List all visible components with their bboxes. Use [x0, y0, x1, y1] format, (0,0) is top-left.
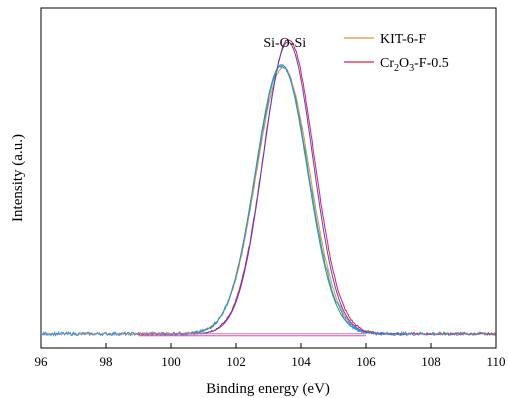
series-line-4-raw — [40, 64, 496, 337]
x-tick-label-100: 100 — [161, 354, 181, 369]
plot-frame — [40, 7, 497, 349]
x-axis-ticks: 96 98 100 102 104 106 108 110 — [35, 343, 506, 369]
x-tick-label-106: 106 — [356, 354, 376, 369]
x-tick-label-98: 98 — [100, 354, 113, 369]
peak-annotation: Si-O-Si — [263, 36, 306, 51]
cr2o3-suffix: -F-0.5 — [414, 56, 449, 71]
y-axis-title: Intensity (a.u.) — [10, 134, 26, 222]
x-tick-label-102: 102 — [226, 354, 246, 369]
cr2o3-mid: O — [399, 56, 409, 71]
legend-label-cr2o3: Cr2O3-F-0.5 — [380, 56, 449, 74]
x-axis-title: Binding energy (eV) — [206, 381, 330, 397]
cr2o3-sub2: 3 — [409, 63, 414, 74]
series-layer — [40, 39, 496, 337]
x-tick-label-108: 108 — [421, 354, 441, 369]
cr2o3-base: Cr — [380, 56, 394, 71]
cr2o3-sub1: 2 — [394, 63, 399, 74]
x-tick-label-96: 96 — [35, 354, 49, 369]
series-line-3-fit — [154, 41, 399, 335]
legend: KIT-6-F Cr2O3-F-0.5 — [344, 32, 449, 74]
x-tick-label-104: 104 — [291, 354, 311, 369]
legend-label-kit6f: KIT-6-F — [380, 32, 426, 47]
x-tick-label-110: 110 — [486, 354, 505, 369]
series-line-0-raw — [40, 66, 496, 336]
series-line-2-fit — [154, 64, 399, 335]
